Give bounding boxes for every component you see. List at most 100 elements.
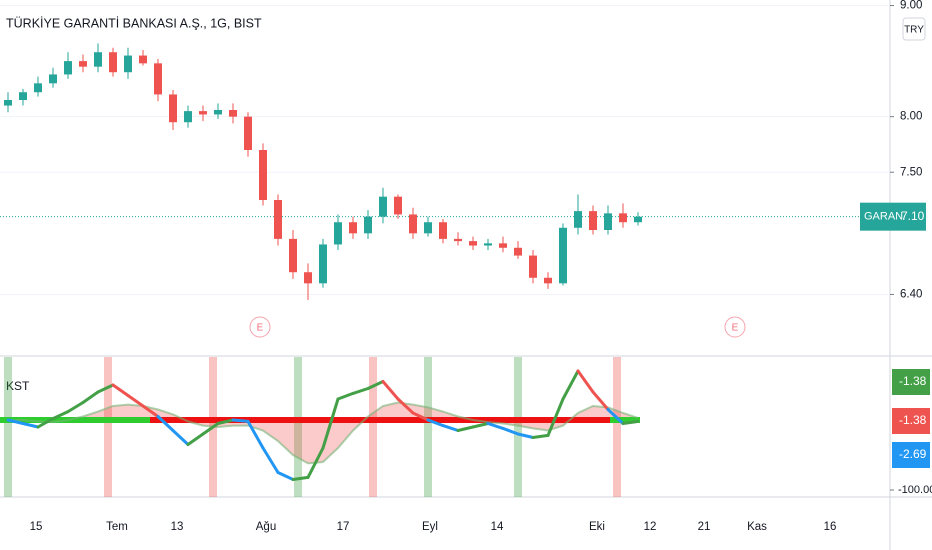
kst-segment <box>201 422 220 436</box>
candle-body <box>409 214 417 234</box>
x-tick-label: 13 <box>171 521 184 533</box>
candle-body <box>439 222 447 239</box>
kst-segment <box>36 417 55 429</box>
kst-segment <box>51 410 70 421</box>
kst-segment <box>621 419 640 425</box>
candle-body <box>259 150 267 200</box>
kst-segment <box>501 426 520 436</box>
candle-body <box>484 243 492 246</box>
signal-band <box>294 357 302 497</box>
currency-label[interactable]: TRY <box>904 25 924 36</box>
candle-body <box>139 55 147 64</box>
kst-segment <box>246 419 265 450</box>
kst-segment <box>576 369 595 394</box>
kst-segment <box>81 390 100 404</box>
candle-body <box>169 94 177 123</box>
candle-body <box>109 52 117 73</box>
value-badge <box>892 442 930 468</box>
kst-segment <box>486 422 505 430</box>
candle-body <box>349 222 357 234</box>
kst-segment <box>306 446 325 479</box>
kst-segment <box>156 415 175 432</box>
kst-segment <box>21 422 40 429</box>
value-badge-label: -1.38 <box>899 374 927 388</box>
candle-body <box>454 238 462 242</box>
kst-segment <box>561 369 580 401</box>
y-tick-label: 6.40 <box>900 288 922 300</box>
candle-body <box>469 241 477 246</box>
candle-body <box>49 74 57 84</box>
kst-segment <box>426 418 445 428</box>
kst-segment <box>606 408 625 425</box>
x-tick-label: Eki <box>589 521 605 533</box>
kst-segment <box>96 383 115 394</box>
x-tick-label: 16 <box>824 521 837 533</box>
x-tick-label: 14 <box>491 521 504 533</box>
candle-body <box>154 63 162 95</box>
candle-body <box>544 277 552 284</box>
symbol-badge-name: GARAN <box>864 211 903 223</box>
candle-body <box>19 92 27 100</box>
candle-body <box>364 216 372 234</box>
signal-band <box>4 357 12 497</box>
candle-body <box>604 213 612 230</box>
kst-segment <box>411 411 430 422</box>
kst-segment <box>261 446 280 474</box>
kst-segment <box>186 432 205 446</box>
candle-body <box>319 244 327 284</box>
candle-body <box>289 238 297 273</box>
x-tick-label: 21 <box>698 521 711 533</box>
earnings-marker <box>724 316 746 338</box>
kst-segment <box>351 387 370 395</box>
candle-body <box>79 61 87 67</box>
kst-segment <box>516 432 535 439</box>
earnings-label: E <box>257 323 264 334</box>
x-tick-label: Ağu <box>256 521 276 533</box>
currency-button[interactable] <box>902 17 926 41</box>
candle-body <box>619 213 627 223</box>
candle-body <box>574 211 582 228</box>
signal-band <box>104 357 112 497</box>
signal-band <box>514 357 522 497</box>
candle-body <box>34 83 42 93</box>
kst-segment <box>381 380 400 401</box>
candle-body <box>124 55 132 73</box>
signal-band <box>424 357 432 497</box>
candle-body <box>199 111 207 115</box>
kst-segment <box>336 391 355 401</box>
candle-body <box>244 116 252 150</box>
kst-segment <box>66 401 85 414</box>
candle-body <box>64 61 72 75</box>
earnings-label: E <box>732 323 739 334</box>
value-badge-label: -2.69 <box>899 447 927 461</box>
kst-segment <box>396 397 415 415</box>
x-tick-label: 12 <box>644 521 657 533</box>
earnings-marker <box>249 316 271 338</box>
kst-segment <box>6 418 25 425</box>
signal-line <box>8 401 639 465</box>
signal-band <box>613 357 621 497</box>
candle-body <box>379 196 387 217</box>
candle-body <box>274 200 282 239</box>
kst-segment <box>126 394 145 408</box>
kst-segment <box>291 475 310 481</box>
candle-body <box>529 255 537 278</box>
candle-body <box>4 100 12 106</box>
symbol-badge-price: 7.10 <box>901 209 925 223</box>
x-tick-label: Kas <box>747 521 767 533</box>
kst-segment <box>546 397 565 437</box>
x-tick-label: Tem <box>106 521 128 533</box>
signal-band <box>369 357 377 497</box>
value-badge-label: -1.38 <box>899 413 927 427</box>
kst-segment <box>591 390 610 411</box>
kst-segment <box>531 433 550 439</box>
kst-segment <box>171 429 190 446</box>
candle-body <box>424 222 432 234</box>
indicator-label: KST <box>6 379 30 393</box>
x-tick-label: 17 <box>337 521 350 533</box>
candle-body <box>184 111 192 123</box>
kst-segment <box>216 418 235 425</box>
kst-segment <box>441 424 460 432</box>
